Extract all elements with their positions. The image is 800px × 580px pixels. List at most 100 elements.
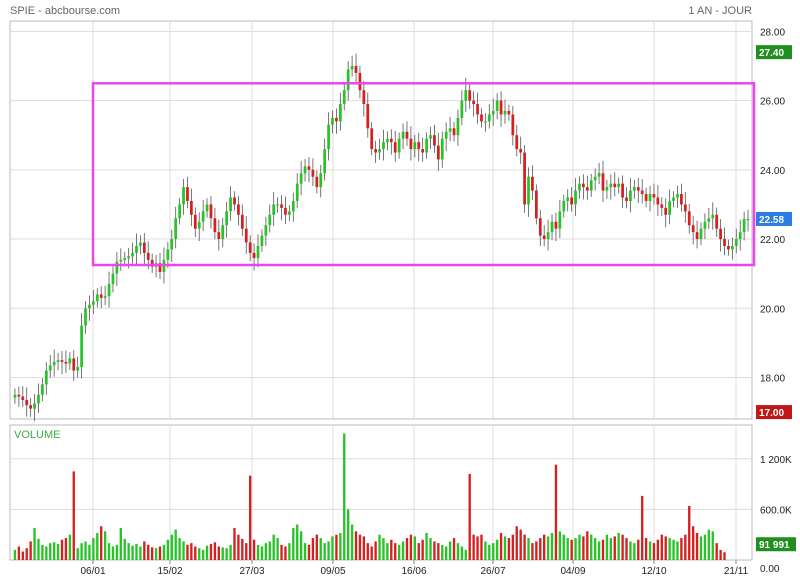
volume-bar bbox=[680, 538, 683, 560]
candle-body-down bbox=[389, 138, 393, 143]
volume-bar bbox=[644, 538, 648, 560]
candle bbox=[448, 116, 452, 142]
candle-body-up bbox=[288, 211, 291, 215]
candle bbox=[742, 211, 746, 241]
candle-body-down bbox=[252, 252, 256, 259]
volume-bar bbox=[37, 538, 40, 560]
candle-body-up bbox=[103, 296, 107, 298]
chart-title: SPIE - abcbourse.com bbox=[10, 5, 120, 17]
candle bbox=[433, 124, 436, 153]
volume-bar bbox=[194, 546, 197, 560]
candle bbox=[319, 164, 323, 198]
candle bbox=[593, 168, 597, 191]
candle-body-up bbox=[484, 121, 487, 123]
volume-bar bbox=[41, 544, 44, 560]
candle bbox=[284, 196, 287, 225]
candle bbox=[613, 172, 617, 197]
candle-body-up bbox=[295, 183, 299, 201]
volume-bar bbox=[256, 544, 260, 560]
candle-body-up bbox=[256, 245, 260, 259]
candle-body-up bbox=[268, 214, 272, 226]
volume-bar bbox=[448, 541, 452, 560]
candle bbox=[566, 189, 570, 212]
candle bbox=[625, 187, 628, 209]
volume-bar bbox=[221, 547, 224, 560]
volume-bar bbox=[460, 546, 464, 560]
candle-body-up bbox=[260, 235, 264, 246]
volume-bar bbox=[609, 538, 613, 560]
candle bbox=[683, 191, 687, 223]
candle-body-up bbox=[37, 394, 40, 404]
candle bbox=[452, 122, 456, 142]
candle-body-down bbox=[244, 228, 248, 243]
candle-body-up bbox=[91, 301, 95, 305]
volume-bar bbox=[441, 544, 444, 560]
candle-body-up bbox=[299, 173, 303, 184]
candle-body-up bbox=[264, 225, 268, 236]
volume-bar bbox=[339, 533, 342, 560]
candle bbox=[519, 136, 523, 164]
candle-body-up bbox=[495, 100, 499, 111]
candle bbox=[217, 219, 221, 251]
candle bbox=[225, 202, 229, 238]
candle bbox=[691, 215, 695, 245]
candle bbox=[280, 195, 283, 221]
candle bbox=[601, 160, 605, 203]
volume-bar bbox=[495, 539, 499, 560]
candle bbox=[413, 134, 417, 158]
candle bbox=[436, 133, 440, 171]
candle-body-up bbox=[703, 221, 707, 229]
candle bbox=[534, 184, 538, 225]
candle bbox=[523, 145, 526, 213]
candle-body-down bbox=[570, 197, 574, 205]
candle bbox=[25, 387, 29, 417]
candle-body-up bbox=[574, 190, 577, 205]
candle-body-up bbox=[734, 239, 738, 246]
volume-bar bbox=[531, 543, 534, 560]
volume-bar bbox=[201, 549, 205, 560]
candle-body-down bbox=[72, 358, 76, 371]
volume-bar bbox=[558, 531, 562, 560]
candle-body-up bbox=[350, 65, 354, 70]
volume-bar bbox=[103, 531, 107, 560]
candle-body-down bbox=[358, 72, 362, 91]
candle-body-up bbox=[276, 204, 279, 206]
candle bbox=[268, 204, 272, 233]
price-panel: 18.00 20.00 22.00 24.00 26.00 28.00 27.40 22.5… bbox=[9, 20, 792, 422]
candle-body-down bbox=[248, 242, 252, 253]
candle-body-down bbox=[186, 187, 189, 201]
candle bbox=[531, 165, 534, 200]
volume-tick-label: 1 200K bbox=[760, 455, 792, 466]
volume-bar bbox=[139, 546, 142, 560]
candle-body-up bbox=[648, 194, 652, 201]
candle bbox=[664, 198, 668, 228]
candle-body-up bbox=[327, 124, 330, 150]
volume-bar bbox=[288, 543, 291, 560]
candle-body-down bbox=[640, 190, 644, 195]
candle bbox=[170, 229, 174, 262]
candle bbox=[738, 219, 742, 251]
price-badges: 27.40 22.58 17.00 bbox=[756, 45, 792, 420]
candle bbox=[472, 91, 475, 117]
volume-bar bbox=[280, 544, 283, 560]
candle bbox=[354, 53, 358, 85]
candle-body-up bbox=[629, 190, 632, 201]
candle bbox=[370, 122, 374, 156]
badge-high-value: 27.40 bbox=[759, 48, 784, 59]
candle-body-up bbox=[139, 242, 142, 246]
candle bbox=[746, 209, 750, 232]
candle bbox=[503, 99, 507, 124]
volume-bar bbox=[186, 544, 189, 560]
volume-bar bbox=[668, 538, 671, 560]
volume-bar bbox=[229, 544, 232, 560]
candle-body-up bbox=[566, 197, 570, 201]
candle bbox=[264, 216, 268, 246]
candle-body-down bbox=[683, 204, 687, 212]
candle-body-up bbox=[550, 221, 554, 233]
candle bbox=[405, 121, 409, 146]
badge-last-value: 22.58 bbox=[759, 215, 784, 226]
volume-bar bbox=[425, 533, 428, 560]
candle bbox=[295, 173, 299, 209]
candle-body-down bbox=[519, 149, 523, 153]
